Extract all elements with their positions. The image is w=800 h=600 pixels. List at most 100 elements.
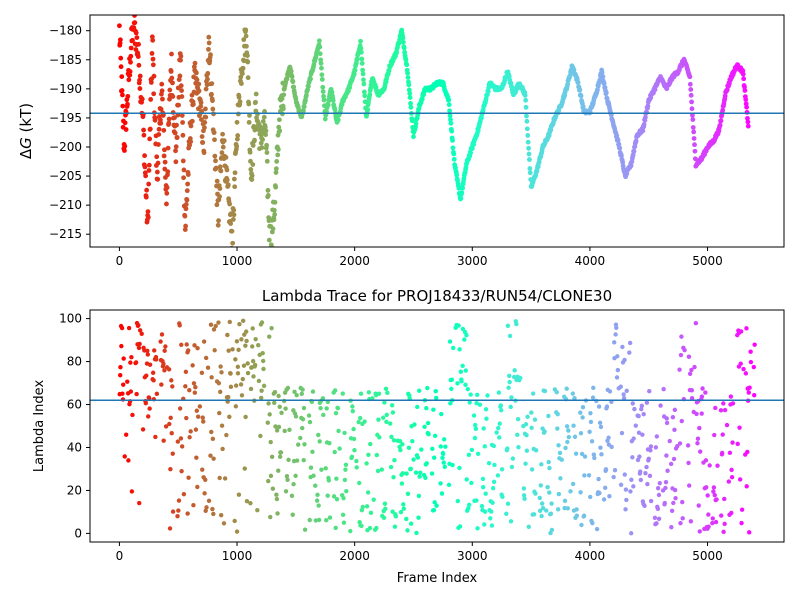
lambda-point — [599, 452, 604, 457]
lambda-point — [663, 480, 669, 485]
x-tick-label: 2000 — [339, 549, 370, 563]
lambda-point — [686, 460, 691, 466]
delta-g-point — [527, 157, 532, 162]
delta-g-point — [263, 128, 269, 134]
lambda-point — [565, 506, 571, 511]
lambda-point — [284, 473, 290, 479]
lambda-point — [719, 450, 725, 456]
delta-g-point — [250, 143, 256, 148]
lambda-point — [357, 480, 362, 486]
lambda-point — [508, 404, 513, 410]
lambda-point — [719, 513, 724, 518]
lambda-point — [455, 381, 460, 386]
lambda-point — [392, 458, 397, 463]
lambda-point — [555, 411, 560, 417]
lambda-point — [397, 438, 403, 444]
lambda-point — [243, 414, 248, 420]
lambda-point — [655, 506, 661, 511]
lambda-point — [183, 369, 189, 374]
lambda-point — [483, 491, 488, 496]
lambda-point — [597, 420, 603, 426]
lambda-point — [507, 373, 512, 378]
delta-g-point — [523, 97, 529, 103]
delta-g-point — [688, 92, 694, 98]
lambda-point — [225, 332, 230, 338]
delta-g-point — [322, 116, 328, 122]
x-tick-label: 5000 — [692, 549, 723, 563]
lambda-point — [321, 412, 326, 418]
delta-g-point — [273, 170, 279, 175]
delta-g-point — [273, 184, 279, 190]
lambda-point — [615, 367, 621, 373]
lambda-point — [525, 414, 530, 419]
lambda-point — [496, 390, 502, 395]
lambda-point — [558, 476, 563, 481]
delta-g-point — [205, 76, 210, 82]
lambda-point — [622, 357, 627, 363]
lambda-point — [210, 506, 215, 512]
delta-g-point — [745, 116, 750, 121]
lambda-point — [548, 511, 554, 516]
delta-g-point — [164, 201, 169, 207]
lambda-point — [357, 415, 363, 421]
lambda-point — [730, 440, 735, 445]
delta-g-point — [335, 117, 341, 123]
lambda-point — [216, 320, 221, 325]
lambda-point — [492, 462, 497, 468]
lambda-point — [243, 343, 248, 348]
lambda-point — [439, 411, 444, 417]
lambda-point — [607, 493, 612, 499]
lambda-point — [586, 473, 592, 478]
delta-g-point — [587, 110, 593, 115]
lambda-point — [126, 325, 132, 331]
lambda-point — [326, 478, 332, 483]
lambda-point — [342, 477, 348, 483]
lambda-point — [258, 395, 264, 401]
lambda-point — [609, 444, 614, 450]
lambda-point — [629, 477, 634, 482]
lambda-point — [751, 364, 757, 370]
lambda-point — [482, 522, 487, 527]
lambda-point — [499, 467, 505, 472]
lambda-point — [277, 454, 283, 459]
delta-g-point — [162, 147, 167, 153]
delta-g-point — [245, 53, 250, 58]
lambda-point — [566, 434, 572, 440]
delta-g-point — [373, 84, 379, 90]
lambda-point — [648, 444, 654, 449]
delta-g-point — [250, 162, 256, 167]
lambda-point — [367, 525, 373, 531]
delta-g-point — [303, 98, 308, 103]
delta-g-point — [271, 207, 277, 213]
lambda-point — [711, 485, 717, 490]
x-tick-label: 0 — [116, 549, 124, 563]
lambda-point — [468, 392, 473, 397]
lambda-point — [549, 527, 555, 533]
lambda-point — [129, 489, 135, 494]
delta-g-point — [167, 96, 172, 102]
lambda-point — [236, 347, 241, 353]
lambda-point — [398, 447, 403, 453]
delta-g-point — [196, 88, 202, 94]
delta-g-point — [522, 93, 528, 98]
lambda-point — [269, 454, 275, 460]
lambda-point — [260, 351, 265, 356]
lambda-point — [310, 389, 316, 394]
delta-g-point — [290, 79, 296, 85]
delta-g-point — [744, 109, 750, 115]
lambda-point — [511, 374, 517, 380]
lambda-point — [504, 511, 509, 517]
lambda-point — [484, 416, 489, 421]
lambda-point — [144, 373, 149, 378]
delta-g-point — [183, 206, 189, 212]
lambda-point — [623, 507, 628, 512]
lambda-point — [729, 467, 734, 473]
lambda-point — [622, 472, 627, 477]
delta-g-point — [413, 121, 419, 127]
g-symbol: G — [17, 137, 35, 149]
lambda-point — [645, 481, 650, 487]
lambda-point — [746, 530, 752, 535]
delta-g-point — [601, 80, 607, 86]
lambda-point — [381, 515, 387, 520]
delta-g-point — [689, 106, 695, 112]
